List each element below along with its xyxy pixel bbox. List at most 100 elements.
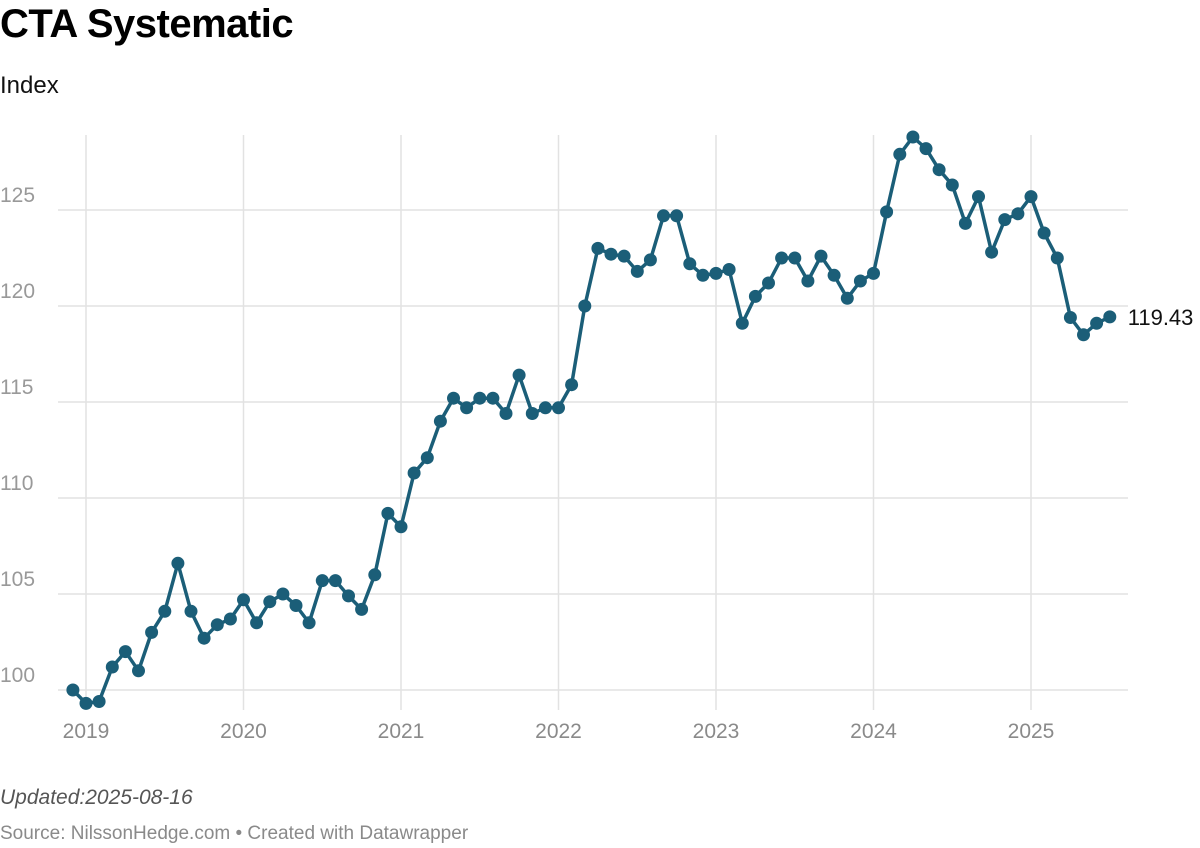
data-point-2023-01 [709, 266, 723, 280]
series: 119.43 [66, 130, 1194, 710]
x-tick-label-2020: 2020 [220, 720, 267, 743]
data-point-2024-02 [880, 205, 894, 219]
x-tick-label-2023: 2023 [693, 720, 740, 743]
data-point-2024-08 [958, 216, 972, 230]
data-point-2019-08 [171, 556, 185, 570]
x-tick-label-2019: 2019 [63, 720, 110, 743]
data-point-2019-11 [210, 618, 224, 632]
y-tick-label-120: 120 [0, 280, 35, 303]
data-point-2023-07 [788, 251, 802, 265]
data-point-2022-11 [683, 257, 697, 271]
data-point-2023-12 [853, 274, 867, 288]
data-point-2019-06 [145, 625, 159, 639]
y-tick-label-125: 125 [0, 184, 35, 207]
data-point-2020-11 [368, 568, 382, 582]
y-tick-label-115: 115 [0, 376, 33, 399]
data-point-2021-10 [512, 368, 526, 382]
data-point-2023-09 [814, 249, 828, 263]
data-point-2021-08 [486, 391, 500, 405]
data-point-2020-04 [276, 587, 290, 601]
x-tick-label-2024: 2024 [850, 720, 897, 743]
data-point-2020-07 [315, 574, 329, 588]
data-point-2023-11 [840, 291, 854, 305]
data-point-2022-03 [578, 299, 592, 313]
data-point-2025-06 [1090, 316, 1104, 330]
data-point-2021-07 [473, 391, 487, 405]
data-point-2020-01 [237, 593, 250, 607]
data-point-2020-03 [263, 595, 277, 609]
data-point-2021-01 [394, 520, 408, 534]
data-point-2023-06 [775, 251, 789, 265]
data-point-2022-08 [643, 253, 657, 267]
data-point-2021-06 [460, 401, 474, 415]
data-point-2024-03 [893, 147, 907, 161]
data-point-2022-06 [617, 249, 631, 263]
data-point-2023-02 [722, 263, 736, 276]
chart-title: CTA Systematic [0, 2, 294, 46]
data-point-2020-12 [381, 506, 395, 520]
data-point-2024-05 [919, 142, 933, 156]
data-point-2025-01 [1024, 190, 1038, 204]
data-point-2024-04 [906, 130, 920, 144]
data-point-2020-10 [355, 602, 369, 616]
data-point-2022-02 [565, 378, 579, 392]
updated-note: Updated:2025-08-16 [0, 786, 193, 809]
end-value-label: 119.43 [1128, 305, 1194, 330]
chart-subtitle: Index [0, 72, 59, 99]
x-tick-label-2021: 2021 [378, 720, 425, 743]
data-point-2020-09 [342, 589, 355, 603]
data-point-2025-03 [1050, 251, 1064, 265]
data-point-2019-12 [223, 612, 237, 626]
y-axis-ticks: 100 105 110 115 120 125 [0, 184, 35, 687]
y-tick-label-100: 100 [0, 664, 35, 687]
data-point-2021-03 [420, 451, 434, 465]
data-point-2022-12 [696, 268, 710, 282]
data-point-2022-07 [630, 264, 644, 278]
data-point-2023-08 [801, 274, 815, 288]
data-point-2024-10 [985, 245, 999, 259]
y-tick-label-110: 110 [0, 472, 33, 495]
data-point-2023-03 [735, 316, 749, 330]
data-point-2024-07 [945, 178, 959, 192]
data-point-2021-02 [407, 466, 421, 480]
data-point-2018-12 [66, 683, 80, 697]
data-point-2019-09 [184, 604, 198, 618]
data-point-2022-04 [591, 241, 605, 255]
y-tick-label-105: 105 [0, 568, 35, 591]
data-point-2024-01 [867, 266, 880, 280]
data-point-2019-10 [197, 631, 211, 645]
data-point-2019-07 [158, 604, 172, 618]
data-point-2020-02 [250, 616, 264, 630]
data-point-2021-04 [433, 414, 447, 428]
source-note: Source: NilssonHedge.com • Created with … [0, 823, 469, 844]
data-point-2023-04 [748, 289, 762, 303]
data-point-2024-09 [972, 190, 985, 204]
data-point-2021-05 [447, 391, 460, 405]
x-tick-label-2022: 2022 [535, 720, 582, 743]
data-point-2024-11 [998, 213, 1012, 227]
data-point-2022-05 [604, 247, 618, 261]
data-point-2021-12 [538, 401, 552, 415]
data-point-2025-04 [1063, 311, 1077, 324]
data-point-2022-09 [657, 209, 670, 223]
data-point-2025-07 [1103, 310, 1117, 324]
data-point-2023-10 [827, 268, 841, 282]
data-point-2021-11 [525, 407, 539, 420]
data-point-2019-02 [92, 695, 106, 708]
data-point-2023-05 [762, 276, 775, 290]
grid [58, 135, 1128, 710]
data-point-2020-05 [289, 599, 303, 612]
data-point-2024-12 [1011, 207, 1025, 221]
data-point-2022-10 [670, 209, 684, 223]
data-point-2019-04 [118, 645, 132, 659]
data-point-2020-06 [302, 616, 316, 630]
data-point-2019-01 [79, 696, 93, 710]
x-tick-label-2025: 2025 [1008, 720, 1055, 743]
x-axis-ticks: 2019 2020 2021 2022 2023 2024 2025 [63, 720, 1055, 743]
data-point-2022-01 [552, 401, 565, 415]
data-point-2024-06 [932, 163, 946, 177]
data-point-2020-08 [328, 574, 342, 588]
data-point-2019-03 [105, 660, 119, 674]
data-point-2021-09 [499, 407, 513, 420]
